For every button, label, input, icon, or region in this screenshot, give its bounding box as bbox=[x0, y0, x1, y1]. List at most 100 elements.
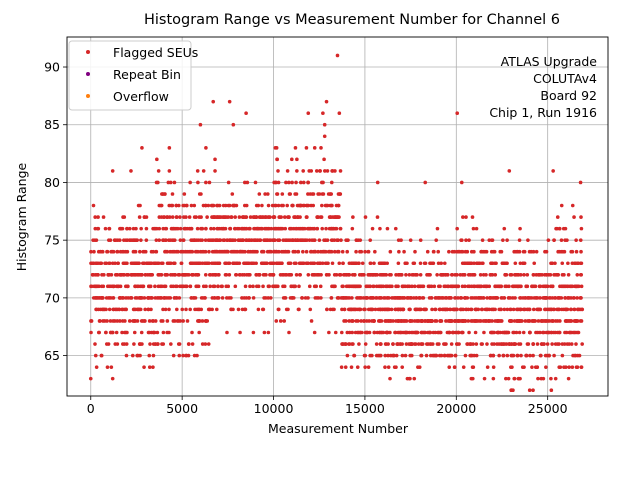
scatter-point bbox=[410, 284, 414, 289]
scatter-point bbox=[543, 296, 548, 300]
scatter-point bbox=[336, 249, 341, 254]
scatter-point bbox=[503, 272, 508, 277]
scatter-point bbox=[267, 215, 271, 219]
scatter-point bbox=[365, 330, 370, 335]
scatter-point bbox=[501, 330, 505, 335]
scatter-point bbox=[167, 215, 172, 219]
scatter-point bbox=[576, 284, 581, 289]
scatter-point bbox=[236, 238, 241, 242]
scatter-point bbox=[197, 192, 202, 196]
scatter-point bbox=[307, 169, 312, 173]
y-tick-label: 70 bbox=[44, 290, 60, 305]
scatter-point bbox=[538, 296, 542, 300]
scatter-point bbox=[555, 272, 559, 277]
scatter-point bbox=[567, 342, 571, 346]
scatter-point bbox=[114, 238, 118, 242]
scatter-point bbox=[364, 319, 369, 323]
scatter-point bbox=[572, 307, 576, 312]
scatter-point bbox=[153, 261, 158, 266]
scatter-point bbox=[368, 261, 373, 266]
scatter-point bbox=[491, 330, 495, 335]
scatter-point bbox=[570, 365, 575, 369]
scatter-point bbox=[531, 353, 535, 358]
scatter-point bbox=[215, 249, 220, 254]
scatter-point bbox=[231, 307, 235, 312]
scatter-point bbox=[559, 238, 564, 242]
scatter-point bbox=[322, 134, 327, 139]
scatter-point bbox=[465, 342, 469, 346]
scatter-point bbox=[425, 249, 430, 254]
scatter-point bbox=[121, 307, 125, 312]
scatter-point bbox=[195, 353, 199, 358]
scatter-point bbox=[200, 249, 205, 254]
scatter-point bbox=[213, 272, 218, 277]
scatter-point bbox=[437, 342, 441, 346]
scatter-point bbox=[442, 353, 447, 358]
scatter-point bbox=[357, 342, 361, 346]
scatter-point bbox=[471, 226, 476, 231]
scatter-point bbox=[248, 284, 252, 289]
scatter-point bbox=[494, 296, 498, 300]
scatter-point bbox=[146, 296, 150, 300]
scatter-point bbox=[388, 284, 392, 289]
scatter-point bbox=[188, 284, 193, 289]
scatter-point bbox=[568, 319, 573, 323]
scatter-point bbox=[478, 319, 482, 323]
scatter-point bbox=[340, 342, 344, 346]
scatter-point bbox=[341, 284, 345, 289]
scatter-point bbox=[330, 261, 335, 266]
scatter-point bbox=[523, 296, 528, 300]
scatter-point bbox=[481, 261, 485, 266]
scatter-point bbox=[396, 319, 400, 323]
scatter-point bbox=[551, 330, 556, 335]
scatter-point bbox=[310, 272, 315, 277]
scatter-point bbox=[329, 296, 334, 300]
scatter-point bbox=[300, 238, 305, 242]
scatter-point bbox=[260, 261, 264, 266]
scatter-point bbox=[517, 330, 522, 335]
scatter-point bbox=[450, 272, 455, 277]
scatter-point bbox=[102, 272, 106, 277]
scatter-point bbox=[481, 296, 486, 300]
scatter-point bbox=[474, 307, 478, 312]
scatter-point bbox=[140, 296, 144, 300]
scatter-point bbox=[127, 319, 132, 323]
scatter-point bbox=[318, 169, 322, 173]
scatter-point bbox=[307, 226, 311, 231]
scatter-point bbox=[541, 330, 545, 335]
scatter-point bbox=[553, 296, 557, 300]
scatter-point bbox=[551, 319, 555, 323]
scatter-point bbox=[318, 284, 323, 289]
scatter-point bbox=[323, 238, 328, 242]
scatter-point bbox=[458, 307, 463, 312]
scatter-point bbox=[190, 330, 194, 335]
scatter-point bbox=[154, 249, 158, 254]
scatter-point bbox=[377, 261, 382, 266]
scatter-point bbox=[481, 319, 486, 323]
scatter-point bbox=[132, 261, 137, 266]
scatter-point bbox=[130, 272, 135, 277]
scatter-point bbox=[294, 180, 298, 185]
scatter-point bbox=[351, 215, 355, 219]
scatter-point bbox=[506, 296, 511, 300]
scatter-point bbox=[161, 226, 165, 231]
scatter-point bbox=[124, 353, 129, 358]
scatter-point bbox=[537, 272, 541, 277]
y-axis-ticks: 65 70 75 80 85 90 bbox=[44, 60, 67, 363]
scatter-point bbox=[165, 319, 170, 323]
scatter-point bbox=[228, 226, 233, 231]
scatter-point bbox=[173, 272, 178, 277]
scatter-point bbox=[386, 353, 390, 358]
scatter-point bbox=[318, 215, 323, 219]
scatter-point bbox=[324, 99, 329, 104]
scatter-point bbox=[272, 215, 277, 219]
scatter-point bbox=[151, 365, 155, 369]
scatter-point bbox=[245, 180, 250, 185]
scatter-point bbox=[466, 319, 471, 323]
scatter-point bbox=[442, 307, 447, 312]
scatter-point bbox=[400, 353, 405, 358]
scatter-point bbox=[113, 261, 117, 266]
scatter-point bbox=[429, 342, 433, 346]
scatter-point bbox=[413, 272, 418, 277]
